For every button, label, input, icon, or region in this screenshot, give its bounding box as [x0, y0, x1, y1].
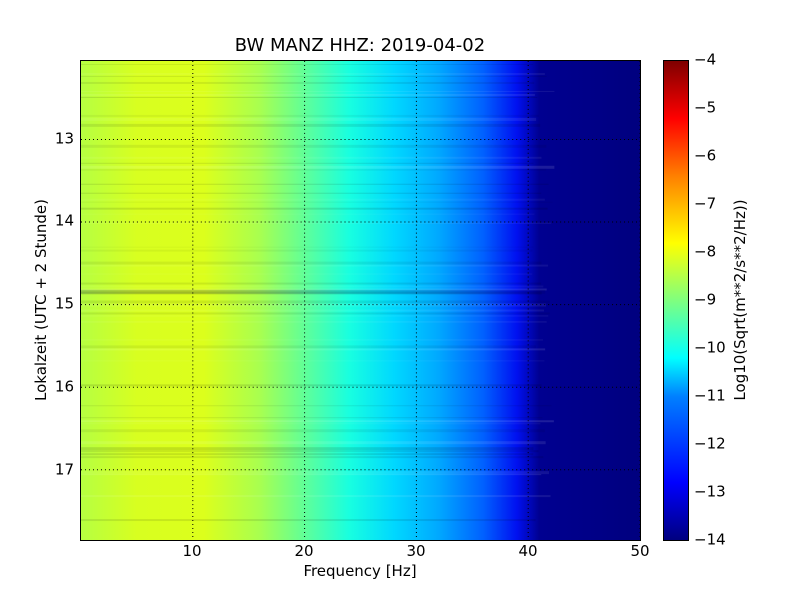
colorbar-tick-label: −5 [694, 98, 717, 117]
spectrogram-stripe [81, 117, 537, 121]
x-tick-label: 30 [406, 542, 426, 560]
chart-title: BW MANZ HHZ: 2019-04-02 [234, 35, 486, 56]
spectrogram-stripe [81, 81, 535, 84]
y-tick-label: 14 [54, 211, 74, 230]
spectrogram-stripe [81, 261, 542, 265]
spectrogram-stripe [81, 72, 545, 75]
colorbar-tick-label: −4 [694, 50, 717, 69]
colorbar-tick-label: −14 [694, 530, 726, 549]
spectrogram-stripe [81, 123, 541, 127]
spectrogram-stripe [81, 384, 542, 387]
spectrogram-stripe [81, 90, 555, 92]
spectrogram-stripe [81, 285, 544, 288]
spectrogram-stripe [81, 450, 539, 453]
spectrogram-stripe [81, 183, 549, 185]
y-tick-label: 16 [54, 377, 74, 396]
spectrogram-stripe [81, 405, 552, 407]
spectrogram-stripe [81, 339, 544, 341]
spectrogram-stripe [81, 222, 552, 224]
spectrogram-stripe [81, 63, 534, 65]
spectrogram-stripe [81, 417, 543, 419]
spectrogram-stripe [81, 213, 535, 215]
colorbar-tick-label: −7 [694, 194, 717, 213]
spectrogram-stripe [81, 168, 547, 171]
spectrogram-stripe [81, 264, 549, 267]
colorbar-tick-label: −8 [694, 242, 717, 261]
spectrogram-stripe [81, 345, 537, 349]
x-tick-label: 40 [518, 542, 538, 560]
spectrogram-stripe [81, 156, 542, 159]
spectrogram-stripe [81, 309, 545, 312]
spectrogram-stripe [81, 471, 550, 475]
spectrogram-stripe [81, 93, 535, 96]
colorbar-label: Log10(Sqrt(m**2/s**2/Hz)) [731, 199, 749, 401]
x-axis-label: Frequency [Hz] [303, 562, 417, 580]
spectrogram-stripe [81, 96, 538, 98]
spectrogram-stripe [81, 273, 533, 275]
spectrogram-stripe [81, 114, 539, 117]
y-tick-label: 17 [54, 460, 74, 479]
spectrogram-stripe [81, 447, 534, 451]
x-tick-label: 20 [294, 542, 314, 560]
spectrogram-stripe [81, 519, 536, 522]
colorbar-tick-label: −10 [694, 338, 726, 357]
spectrogram-stripe [81, 300, 550, 304]
spectrogram-stripe [81, 192, 542, 194]
spectrogram-stripe [81, 420, 554, 423]
spectrogram-stripe [81, 315, 549, 317]
spectrogram-stripe [81, 282, 542, 285]
spectrogram-stripe [81, 165, 555, 169]
spectrogram-stripe [81, 441, 546, 445]
spectrogram-stripe [81, 453, 534, 456]
x-tick-label: 10 [182, 542, 202, 560]
spectrogram-stripe [81, 249, 533, 252]
colorbar-tick-label: −12 [694, 434, 726, 453]
spectrogram-stripe [81, 321, 547, 323]
spectrogram-band [81, 289, 546, 294]
y-tick-label: 15 [54, 294, 74, 313]
spectrogram-stripe [81, 360, 545, 362]
spectrogram-heatmap [80, 60, 641, 541]
spectrogram-stripe [81, 495, 551, 498]
colorbar-tick-label: −11 [694, 386, 726, 405]
x-tick-label: 50 [630, 542, 650, 560]
spectrogram-stripe [81, 291, 542, 295]
spectrogram-stripe [81, 201, 553, 203]
spectrogram-stripe [81, 456, 544, 459]
colorbar-tick-label: −9 [694, 290, 717, 309]
spectrogram-stripe [81, 198, 545, 201]
spectrogram-stripe [81, 75, 547, 77]
spectrogram-stripe [81, 474, 542, 476]
colorbar-tick-label: −6 [694, 146, 717, 165]
spectrogram-stripe [81, 144, 547, 148]
spectrogram-stripe [81, 207, 548, 210]
colorbar [663, 60, 689, 541]
y-tick-label: 13 [54, 129, 74, 148]
colorbar-tick-label: −13 [694, 482, 726, 501]
spectrogram-stripe [81, 312, 550, 315]
spectrogram-stripe [81, 162, 534, 164]
spectrogram-stripe [81, 348, 546, 351]
y-axis-label: Lokalzeit (UTC + 2 Stunde) [32, 199, 50, 401]
spectrogram-stripe [81, 423, 541, 425]
spectrogram-stripe [81, 288, 547, 291]
spectrogram-stripe [81, 246, 534, 248]
spectrogram-stripe [81, 429, 545, 433]
